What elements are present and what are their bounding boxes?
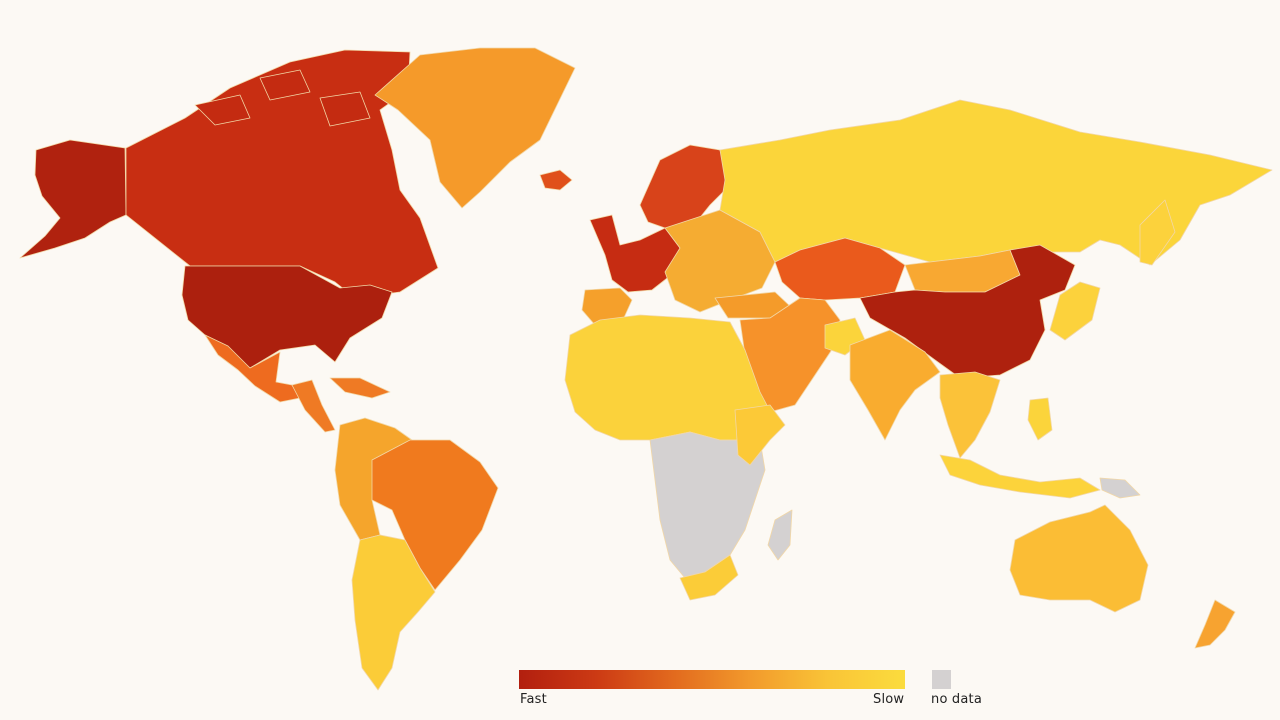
region-greenland[interactable] bbox=[374, 47, 576, 209]
region-australia[interactable] bbox=[1009, 504, 1149, 613]
legend-slow-label: Slow bbox=[873, 692, 905, 707]
region-china[interactable] bbox=[859, 244, 1076, 379]
region-united-states[interactable] bbox=[181, 265, 393, 369]
region-scandinavia[interactable] bbox=[639, 144, 731, 231]
region-philippines[interactable] bbox=[1027, 397, 1053, 441]
region-south-africa[interactable] bbox=[679, 554, 739, 601]
region-indonesia[interactable] bbox=[939, 454, 1101, 499]
region-sub-saharan-africa[interactable] bbox=[649, 431, 766, 579]
region-southeast-asia[interactable] bbox=[939, 371, 1001, 459]
legend-no-data-swatch bbox=[932, 670, 951, 689]
region-central-america[interactable] bbox=[291, 377, 391, 433]
region-new-zealand[interactable] bbox=[1194, 599, 1236, 649]
region-papua-new-guinea[interactable] bbox=[1099, 477, 1141, 499]
legend-no-data-label: no data bbox=[931, 692, 983, 707]
region-iceland[interactable] bbox=[539, 169, 573, 191]
legend-gradient-bar bbox=[519, 670, 905, 689]
region-madagascar[interactable] bbox=[767, 509, 793, 561]
region-east-africa[interactable] bbox=[734, 404, 786, 466]
region-canada-islands[interactable] bbox=[194, 69, 371, 127]
region-alaska[interactable] bbox=[19, 139, 127, 259]
region-japan-korea[interactable] bbox=[1049, 199, 1176, 341]
legend-fast-label: Fast bbox=[520, 692, 547, 707]
region-russia[interactable] bbox=[719, 99, 1273, 266]
region-india[interactable] bbox=[849, 329, 941, 441]
region-brazil[interactable] bbox=[371, 439, 499, 591]
region-southern-south-america[interactable] bbox=[351, 534, 436, 691]
